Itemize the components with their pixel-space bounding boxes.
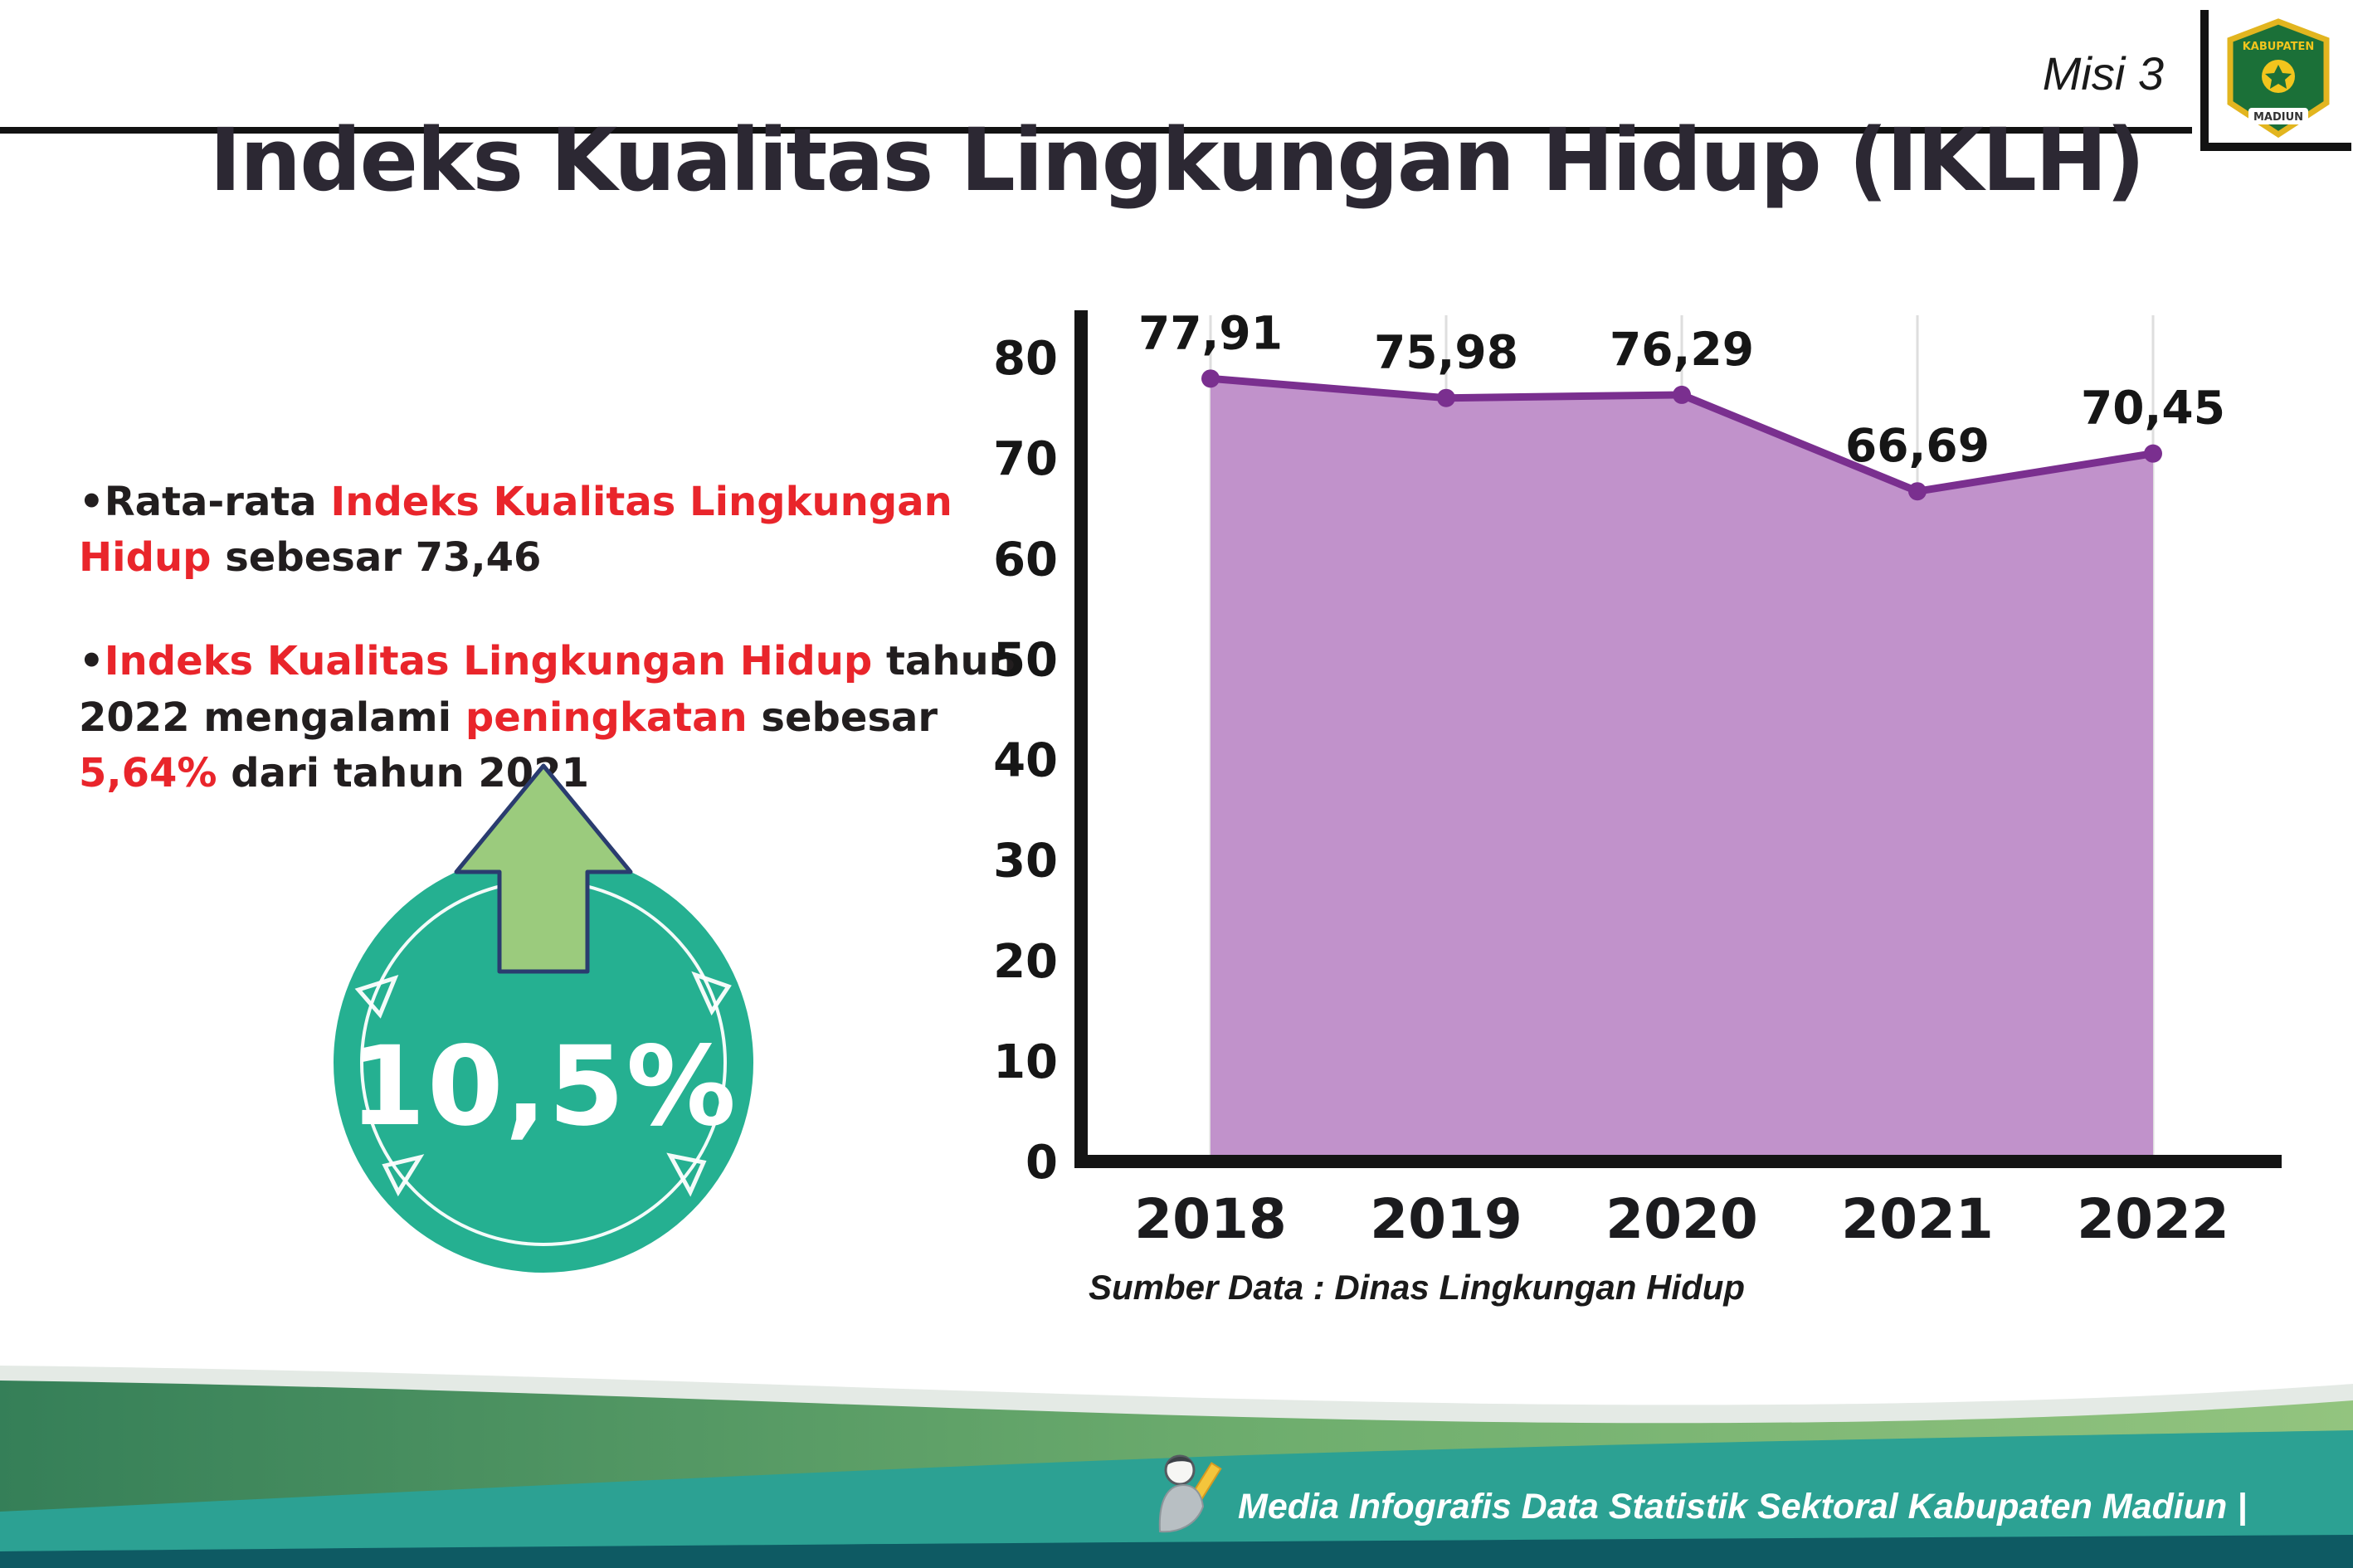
logo-bottom-text: MADIUN — [2253, 111, 2303, 124]
bullet-text-segment: sebesar — [747, 694, 938, 741]
x-tick-label: 2019 — [1370, 1187, 1522, 1251]
increase-badge: 10,5% — [307, 741, 783, 1292]
source-note: Sumber Data : Dinas Lingkungan Hidup — [1089, 1268, 1746, 1307]
bullet-text-segment: tahun 2022 mengalami — [79, 638, 1017, 741]
badge-ring-triangles — [354, 971, 732, 1197]
bullet-text-segment: Indeks Kualitas Lingkungan Hidup — [104, 638, 873, 685]
y-tick-label: 20 — [993, 935, 1058, 989]
data-point — [1908, 482, 1927, 501]
chart-canvas: 77,91 75,98 76,29 66,69 70,45 0 10 20 30 40 50 60 70… — [993, 306, 2282, 1251]
bullet-text-segment: 5,64% — [79, 749, 217, 796]
mascot-graphic — [1158, 1454, 1222, 1533]
y-tick-label: 70 — [993, 432, 1058, 486]
kabupaten-madiun-logo: KABUPATEN MADIUN — [2197, 10, 2351, 154]
logo-top-text: KABUPATEN — [2243, 41, 2315, 53]
area-fill — [1211, 378, 2153, 1161]
bullet-text-segment: Indeks Kualitas Lingkungan Hidup — [79, 479, 952, 582]
x-tick-label: 2022 — [2077, 1187, 2229, 1251]
up-arrow-icon — [454, 763, 633, 974]
value-label: 66,69 — [1845, 419, 1990, 472]
ring-triangle-icon — [691, 971, 732, 1016]
ring-triangle-icon — [354, 974, 399, 1019]
bullet-text-segment: sebesar 73,46 — [211, 534, 542, 582]
iklh-chart: 77,91 75,98 76,29 66,69 70,45 0 10 20 30 40 50 60 70… — [954, 290, 2353, 1319]
logo-ribbon — [2248, 108, 2308, 124]
ring-triangle-icon — [666, 1152, 707, 1197]
x-tick-label: 2020 — [1605, 1187, 1758, 1251]
key-points: •Rata-rata Indeks Kualitas Lingkungan Hi… — [79, 475, 1050, 850]
data-point — [1201, 369, 1220, 388]
data-point — [2144, 444, 2162, 463]
y-tick-label: 80 — [993, 332, 1058, 386]
y-tick-label: 0 — [1025, 1136, 1058, 1190]
x-tick-label: 2018 — [1134, 1187, 1287, 1251]
badge-value: 10,5% — [349, 1023, 738, 1151]
logo-graphic: KABUPATEN MADIUN — [2200, 10, 2351, 151]
wave-dark — [0, 1535, 2353, 1568]
header-rule — [0, 127, 2192, 134]
ring-triangle-icon — [382, 1154, 425, 1197]
y-tick-label: 60 — [993, 533, 1058, 587]
data-point — [1437, 388, 1455, 407]
bullet-text-segment: Rata-rata — [104, 479, 331, 525]
value-label: 76,29 — [1610, 323, 1754, 376]
value-label: 77,91 — [1138, 306, 1283, 359]
y-tick-label: 30 — [993, 835, 1058, 889]
value-label: 70,45 — [2081, 382, 2225, 435]
y-tick-label: 10 — [993, 1035, 1058, 1089]
bullet-item-1: •Rata-rata Indeks Kualitas Lingkungan Hi… — [79, 475, 1050, 586]
page-title: Indeks Kualitas Lingkungan Hidup (IKLH) — [209, 110, 2145, 211]
badge-circle — [334, 853, 753, 1273]
footer-credit: Media Infografis Data Statistik Sektoral… — [1238, 1487, 2248, 1527]
bullet-text-segment: peningkatan — [465, 694, 748, 741]
increase-badge-graphic: 10,5% — [334, 763, 753, 1273]
logo-frame-bottom — [2200, 143, 2351, 151]
x-tick-label: 2021 — [1841, 1187, 1994, 1251]
misi-label: Misi 3 — [2042, 47, 2164, 100]
y-tick-label: 50 — [993, 633, 1058, 687]
y-tick-label: 40 — [993, 734, 1058, 788]
bullet-text: Rata-rata Indeks Kualitas Lingkungan Hid… — [79, 479, 952, 581]
value-label: 75,98 — [1374, 326, 1518, 379]
mascot-icon — [1145, 1445, 1228, 1538]
bullet-marker: • — [79, 638, 105, 685]
logo-frame-left — [2200, 10, 2209, 151]
bullet-marker: • — [79, 479, 105, 525]
logo-star-icon — [2265, 65, 2292, 89]
data-point — [1673, 385, 1691, 404]
